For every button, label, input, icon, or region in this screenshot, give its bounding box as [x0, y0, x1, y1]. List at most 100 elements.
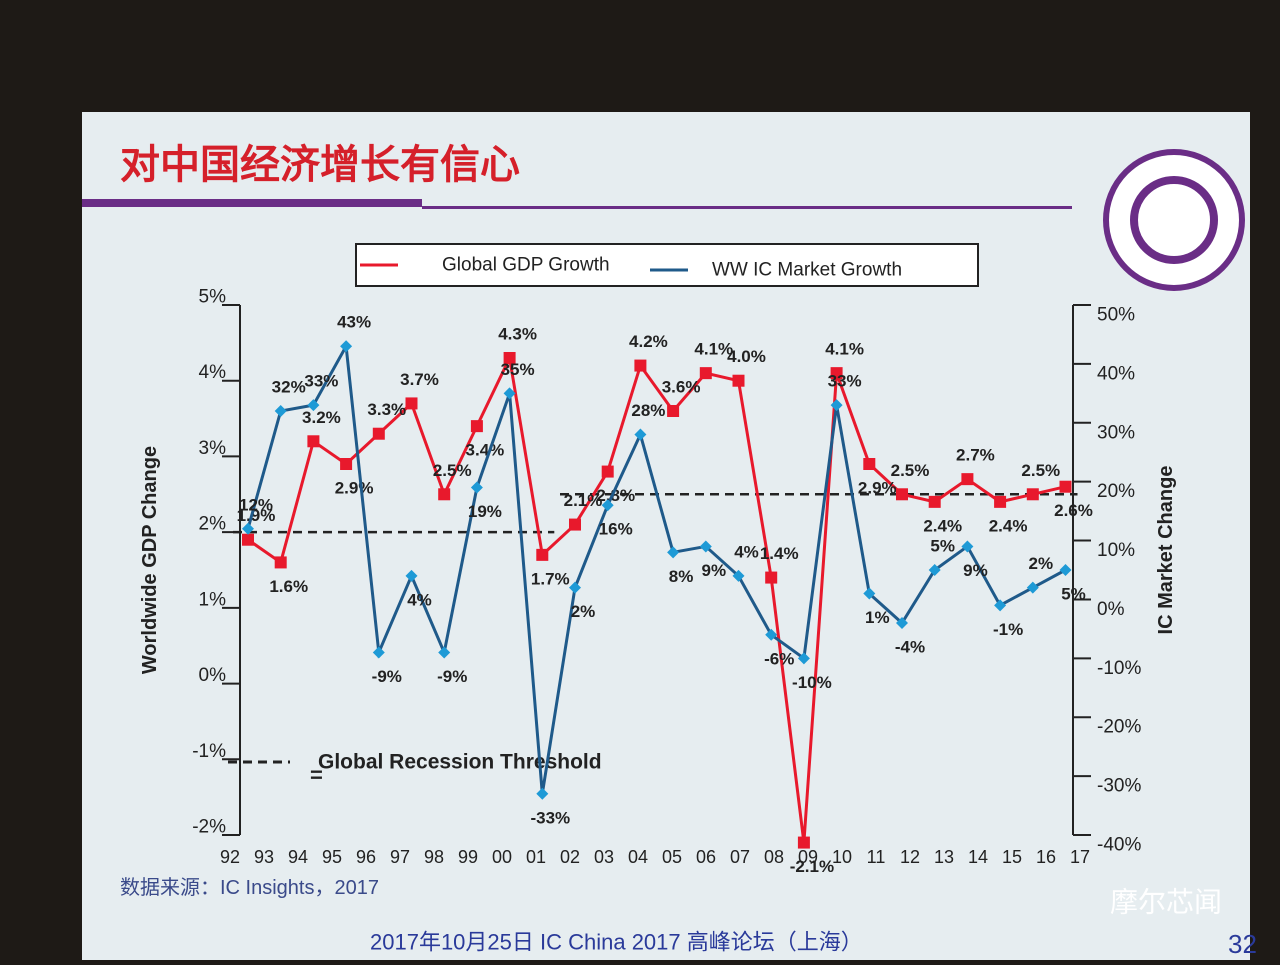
ic-marker	[699, 540, 712, 553]
ic-marker	[667, 546, 680, 559]
y-tick-label: -1%	[192, 741, 226, 762]
data-label: 16%	[599, 520, 633, 539]
data-label: 3.4%	[466, 441, 505, 460]
title-rule-thin	[422, 206, 1072, 209]
ic-marker	[830, 399, 843, 412]
threshold-label-1: Global Recession Threshold	[318, 751, 602, 774]
legend	[355, 243, 979, 287]
x-tick-label: 98	[424, 847, 444, 867]
data-label: -9%	[372, 667, 402, 686]
data-label: 5%	[930, 537, 955, 556]
x-tick-label: 05	[662, 847, 682, 867]
ic-marker	[1059, 564, 1072, 576]
ic-marker	[896, 617, 908, 629]
data-label: 19%	[468, 502, 502, 521]
x-tick-label: 16	[1036, 847, 1056, 867]
x-tick-label: 04	[628, 847, 648, 867]
ic-marker	[994, 599, 1007, 612]
data-label: 1.6%	[269, 577, 308, 596]
data-label: 3.2%	[302, 408, 341, 427]
data-label: 2.9%	[858, 479, 897, 498]
ic-marker	[797, 652, 810, 665]
x-tick-label: 99	[458, 847, 478, 867]
gdp-marker	[667, 405, 680, 417]
y-axis-title: Worldwide GDP Change	[139, 446, 161, 674]
data-label: 2.6%	[1054, 501, 1093, 520]
ic-marker	[732, 569, 745, 582]
data-label: 2.4%	[923, 516, 962, 535]
y-tick-label: 1%	[199, 589, 227, 610]
data-label: -33%	[530, 808, 570, 827]
y2-tick-label: -10%	[1097, 658, 1141, 679]
data-label: 2.8%	[596, 486, 635, 505]
ic-marker	[438, 646, 451, 659]
x-tick-label: 12	[900, 847, 920, 867]
data-label: 4%	[734, 542, 759, 561]
gdp-marker	[961, 473, 974, 486]
gdp-marker	[928, 495, 941, 508]
source: 数据来源：IC Insights，2017	[120, 876, 379, 899]
data-label: 4.2%	[629, 332, 668, 351]
slide	[82, 112, 1250, 960]
data-label: 3.7%	[400, 370, 439, 389]
data-label: 28%	[631, 401, 665, 420]
data-label: 2.1%	[564, 491, 603, 510]
gdp-marker	[994, 495, 1007, 508]
page-number: 32	[1228, 929, 1257, 959]
y2-axis-title: IC Market Change	[1155, 466, 1177, 635]
footer: 2017年10月25日 IC China 2017 高峰论坛（上海）	[370, 930, 863, 955]
ic-marker	[470, 481, 483, 494]
x-tick-label: 13	[934, 847, 954, 867]
x-tick-label: 94	[288, 847, 308, 867]
data-label: 4.1%	[825, 340, 864, 359]
data-label: -4%	[895, 638, 925, 657]
data-label: -1%	[993, 620, 1023, 639]
ic-marker	[863, 587, 876, 600]
y-tick-label: 2%	[199, 514, 227, 535]
y2-tick-label: -20%	[1097, 717, 1141, 738]
gdp-marker	[896, 488, 908, 501]
y-tick-label: -2%	[192, 817, 226, 838]
x-tick-label: 06	[696, 847, 716, 867]
gdp-marker	[830, 367, 843, 380]
ic-marker	[765, 628, 778, 641]
gdp-marker	[242, 533, 254, 546]
ic-marker	[634, 428, 647, 441]
x-tick-label: 92	[220, 847, 240, 867]
x-tick-label: 00	[492, 847, 512, 867]
gdp-marker	[274, 556, 287, 569]
data-label: 8%	[669, 567, 694, 586]
data-label: 43%	[337, 313, 371, 332]
ic-marker	[372, 646, 385, 659]
gdp-marker	[863, 458, 876, 470]
x-tick-label: 02	[560, 847, 580, 867]
gdp-marker	[372, 427, 385, 440]
data-label: 35%	[501, 360, 535, 379]
data-label: 2.5%	[891, 461, 930, 480]
data-label: -10%	[792, 673, 832, 692]
ic-marker	[601, 499, 614, 512]
gdp-marker	[536, 548, 549, 561]
x-tick-label: 11	[867, 847, 886, 867]
ic-marker	[536, 787, 549, 800]
ic-marker	[961, 540, 974, 553]
gdp-marker	[699, 367, 712, 380]
gdp-marker	[1059, 480, 1072, 493]
data-label: 33%	[304, 372, 338, 391]
y2-tick-label: -40%	[1097, 835, 1141, 856]
y2-tick-label: 50%	[1097, 305, 1135, 326]
data-label: 1%	[865, 608, 890, 627]
gdp-marker	[438, 488, 451, 501]
gdp-marker	[307, 435, 320, 448]
y2-tick-label: 20%	[1097, 481, 1135, 502]
y-tick-label: 3%	[199, 438, 227, 459]
data-label: 3.6%	[662, 378, 701, 397]
data-label: 12%	[239, 495, 273, 514]
data-label: -9%	[437, 667, 467, 686]
slide-title: 对中国经济增长有信心	[120, 143, 520, 187]
y-tick-label: 5%	[199, 287, 227, 308]
title-rule	[82, 199, 422, 207]
ic-marker	[242, 522, 254, 535]
data-label: 2.7%	[956, 446, 995, 465]
logo-inner	[1130, 176, 1218, 264]
